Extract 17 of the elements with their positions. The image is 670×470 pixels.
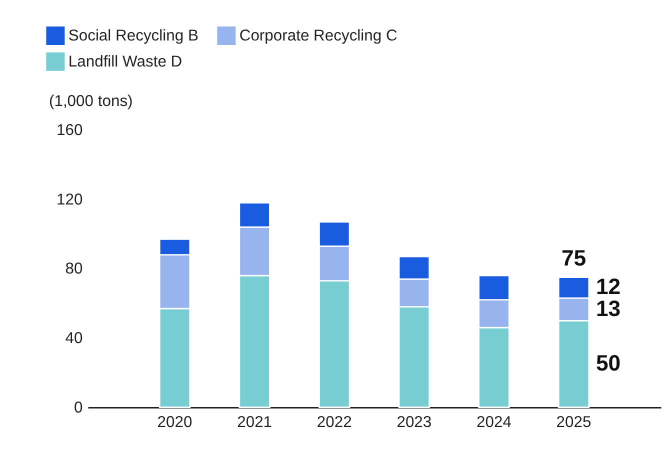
x-tick-label: 2025 — [556, 414, 592, 432]
y-tick-label: 40 — [65, 330, 83, 348]
y-tick-label: 80 — [65, 260, 83, 278]
x-tick-label: 2023 — [396, 414, 432, 432]
y-tick-label: 120 — [56, 191, 83, 208]
legend-label: Landfill Waste D — [68, 53, 182, 70]
x-tick-label: 2020 — [157, 414, 193, 432]
total-label: 75 — [561, 245, 586, 270]
legend-label: Social Recycling B — [68, 27, 198, 44]
data-label: 50 — [596, 350, 621, 376]
y-tick-label: 0 — [74, 399, 83, 416]
x-tick-label: 2022 — [316, 414, 352, 432]
x-tick-label: 2021 — [237, 414, 272, 432]
y-tick-label: 160 — [56, 122, 83, 140]
legend-label: Corporate Recycling C — [239, 27, 398, 44]
y-axis-title: (1,000 tons) — [48, 93, 133, 110]
x-tick-label: 2024 — [476, 414, 512, 432]
